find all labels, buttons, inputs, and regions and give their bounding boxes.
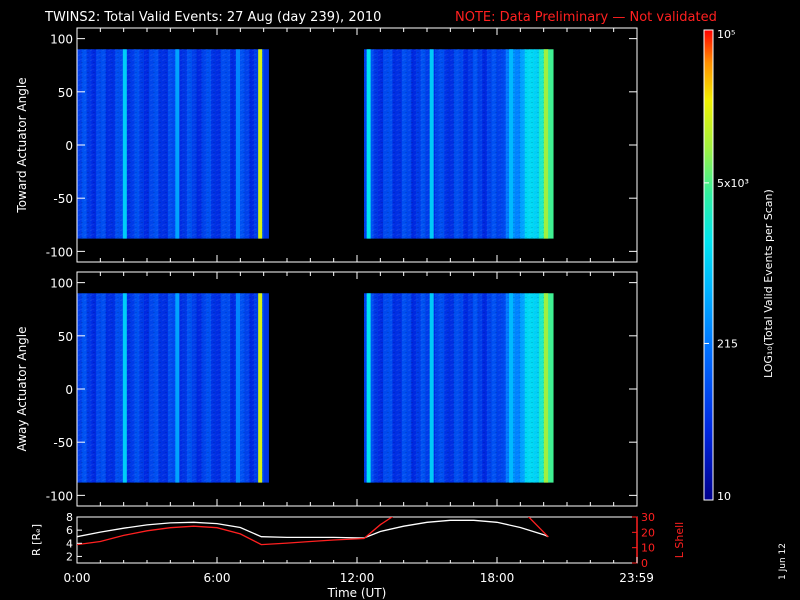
toward-ytick-label: 0 [65, 139, 73, 153]
orbit-left-tick-label: 6 [66, 524, 73, 537]
toward-bright-band [544, 49, 548, 239]
xtick-label: 23:59 [619, 571, 654, 585]
toward-bright-band [258, 49, 263, 239]
x-axis-label: Time (UT) [327, 586, 387, 600]
orbit-left-tick-label: 8 [66, 511, 73, 524]
away-heat-cell [263, 293, 269, 483]
toward-ytick-label: 50 [58, 86, 73, 100]
orbit-frame [76, 516, 638, 564]
away-ytick-label: -50 [53, 436, 73, 450]
away-ytick-label: 0 [65, 383, 73, 397]
away-bright-band [258, 293, 263, 483]
xtick-label: 18:00 [480, 571, 515, 585]
toward-bright-band [509, 49, 513, 239]
xtick-label: 6:00 [204, 571, 231, 585]
orbit-right-tick-label: 0 [641, 557, 648, 570]
away-heat-texture [364, 293, 549, 483]
colorbar-ticks: 10 215 5x10³ 10⁵ [704, 28, 749, 503]
toward-ylabel: Toward Actuator Angle [15, 77, 29, 213]
toward-ytick-label: -50 [53, 192, 73, 206]
l-shell-line [527, 517, 549, 538]
away-bright-band [544, 293, 548, 483]
orbit-right-tick-label: 20 [641, 526, 655, 539]
colorbar-tick-label: 10⁵ [717, 28, 735, 41]
orbit-left-axis-label: R [Rₑ] [30, 524, 43, 556]
away-heat-cell [548, 293, 554, 483]
away-ylabel: Away Actuator Angle [15, 326, 29, 451]
r-distance-line [77, 519, 549, 539]
panel-away-heatmap: 100 50 0 -50 -100 Away Actuator Angle [15, 271, 638, 507]
toward-ytick-label: -100 [46, 245, 73, 259]
panel-toward-heatmap: 100 50 0 -50 -100 Toward Actuator Angle [15, 27, 638, 263]
orbit-right-tick-label: 30 [641, 511, 655, 524]
toward-bright-band [122, 49, 127, 239]
away-bright-band [122, 293, 127, 483]
away-heat-texture [77, 293, 264, 483]
away-bright-band [509, 293, 513, 483]
xtick-label: 12:00 [340, 571, 375, 585]
orbit-left-tick-label: 4 [66, 537, 73, 550]
toward-ytick-label: 100 [50, 33, 73, 47]
toward-bright-band [366, 49, 371, 239]
toward-heat-texture [77, 49, 264, 239]
away-ytick-label: 50 [58, 330, 73, 344]
away-ytick-label: 100 [50, 277, 73, 291]
toward-bright-band [429, 49, 434, 239]
colorbar: 10 215 5x10³ 10⁵ LOG₁₀(Total Valid Events p… [703, 28, 775, 503]
date-stamp: 1 Jun 12 [778, 543, 788, 580]
chart-title: TWINS2: Total Valid Events: 27 Aug (day … [44, 10, 381, 25]
xtick-label: 0:00 [64, 571, 91, 585]
orbit-right-axis-label: L Shell [673, 522, 686, 558]
colorbar-gradient [703, 29, 714, 501]
toward-heat-cell [263, 49, 269, 239]
l-shell-line [77, 517, 394, 546]
toward-heat-cell [548, 49, 554, 239]
colorbar-tick-label: 5x10³ [717, 177, 749, 190]
orbit-right-tick-label: 10 [641, 542, 655, 555]
away-bright-band [429, 293, 434, 483]
toward-bright-band [236, 49, 240, 239]
away-bright-band [236, 293, 240, 483]
orbit-left-tick-label: 2 [66, 550, 73, 563]
colorbar-tick-label: 215 [717, 337, 738, 350]
away-bright-band [366, 293, 371, 483]
chart-note: NOTE: Data Preliminary — Not validated [455, 10, 717, 25]
away-ytick-label: -100 [46, 489, 73, 503]
away-bright-band [175, 293, 180, 483]
toward-bright-band [175, 49, 180, 239]
colorbar-label: LOG₁₀(Total Valid Events per Scan) [762, 189, 775, 378]
colorbar-tick-label: 10 [717, 490, 731, 503]
toward-heat-texture [364, 49, 549, 239]
